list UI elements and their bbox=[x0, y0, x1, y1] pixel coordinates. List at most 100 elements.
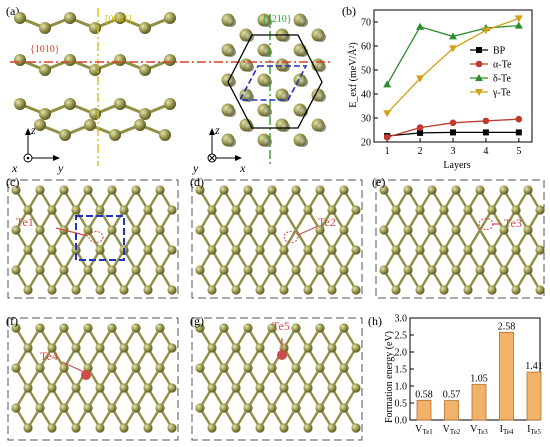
te-atom bbox=[59, 185, 69, 195]
te-atom bbox=[255, 285, 265, 295]
te-atom bbox=[339, 323, 349, 333]
te-atom bbox=[231, 343, 241, 353]
lattice-panel-f: Te4 bbox=[7, 317, 179, 441]
lattice-frame bbox=[7, 179, 179, 299]
te-atom bbox=[195, 403, 205, 413]
te-atom-back bbox=[316, 32, 326, 42]
te-atom bbox=[303, 343, 313, 353]
defect-arrow bbox=[55, 227, 89, 237]
te-atom bbox=[267, 185, 277, 195]
te-atom bbox=[107, 363, 117, 373]
te-atom bbox=[59, 323, 69, 333]
te-atom bbox=[114, 12, 126, 24]
bar-value-label: 1.05 bbox=[470, 373, 488, 384]
te-atom bbox=[463, 285, 473, 295]
te-atom bbox=[119, 205, 129, 215]
y-tick-label: 0.5 bbox=[395, 399, 408, 410]
te-atom bbox=[255, 245, 265, 255]
direction-0001-label: [0001] bbox=[105, 14, 132, 25]
te-atom bbox=[139, 108, 151, 120]
te-atom bbox=[379, 265, 389, 275]
te-atom bbox=[219, 225, 229, 235]
te-atom-back bbox=[226, 107, 236, 117]
te-atom bbox=[231, 205, 241, 215]
te-atom bbox=[255, 423, 265, 433]
te-atom bbox=[487, 205, 497, 215]
te-atom bbox=[159, 129, 171, 141]
direction-1210-label: {1210} bbox=[262, 14, 292, 25]
te-atom bbox=[339, 225, 349, 235]
interstitial-atom bbox=[81, 370, 91, 380]
te-atom bbox=[351, 205, 361, 215]
vacancy-marker bbox=[283, 231, 299, 243]
te-atom bbox=[35, 403, 45, 413]
te-atom bbox=[131, 265, 141, 275]
category-label: VTe2 bbox=[443, 424, 461, 436]
data-point bbox=[514, 15, 523, 23]
te-atom bbox=[95, 343, 105, 353]
te-atom bbox=[243, 403, 253, 413]
data-point bbox=[449, 45, 457, 53]
te-atom-back bbox=[244, 32, 254, 42]
te-atom bbox=[107, 265, 117, 275]
lattice-frame bbox=[191, 179, 363, 299]
te-atom bbox=[95, 205, 105, 215]
y-tick-label: 50 bbox=[361, 66, 371, 77]
te-atom bbox=[167, 423, 177, 433]
lattice-frame bbox=[7, 317, 179, 441]
x-tick-label: 5 bbox=[516, 146, 521, 157]
te-atom bbox=[89, 108, 101, 120]
category-label: ITe4 bbox=[500, 424, 514, 436]
te-atom bbox=[475, 265, 485, 275]
te-atom bbox=[14, 12, 26, 24]
legend-label: δ-Te bbox=[493, 74, 511, 85]
te-atom bbox=[463, 205, 473, 215]
te-atom bbox=[267, 323, 277, 333]
te-atom bbox=[487, 285, 497, 295]
vacancy-marker bbox=[88, 231, 104, 243]
te-atom bbox=[59, 363, 69, 373]
te-atom bbox=[164, 98, 176, 110]
te-atom bbox=[243, 265, 253, 275]
y-tick-label: 0.0 bbox=[395, 416, 408, 427]
te-atom bbox=[47, 343, 57, 353]
te-atom bbox=[303, 205, 313, 215]
legend-marker bbox=[475, 60, 483, 68]
te-atom bbox=[23, 285, 33, 295]
te-atom bbox=[155, 363, 165, 373]
te-atom-back bbox=[280, 32, 290, 42]
te-atom bbox=[391, 245, 401, 255]
panel-a: (a) [0001] {1010} {1210} z x y bbox=[6, 4, 330, 175]
te-atom bbox=[327, 205, 337, 215]
data-point bbox=[383, 133, 391, 141]
te-atom bbox=[83, 225, 93, 235]
axes-right: z y x bbox=[192, 123, 246, 175]
te-atom bbox=[291, 185, 301, 195]
te-atom bbox=[403, 185, 413, 195]
y-tick-label: 20 bbox=[361, 138, 371, 149]
te-atom bbox=[219, 323, 229, 333]
te-atom-back bbox=[262, 107, 272, 117]
y-tick-label: 3.0 bbox=[395, 314, 408, 325]
te-atom bbox=[303, 285, 313, 295]
te-atom bbox=[89, 22, 101, 34]
te-atom bbox=[83, 323, 93, 333]
te-atom bbox=[155, 265, 165, 275]
chart-h-ylabel: Formation energy (eV) bbox=[384, 331, 395, 423]
te-atom bbox=[523, 225, 533, 235]
te-atom bbox=[327, 383, 337, 393]
panel-label-f: (f) bbox=[6, 314, 18, 328]
te-atom bbox=[475, 185, 485, 195]
bar-value-label: 0.57 bbox=[443, 390, 461, 401]
te-atom bbox=[114, 54, 126, 66]
te-atom bbox=[415, 205, 425, 215]
te-atom bbox=[71, 343, 81, 353]
te-atom bbox=[451, 185, 461, 195]
te-atom bbox=[351, 383, 361, 393]
te-atom-back bbox=[316, 92, 326, 102]
te-atom bbox=[255, 383, 265, 393]
bar bbox=[526, 371, 542, 421]
defect-label: Te2 bbox=[318, 215, 336, 229]
te-atom-back bbox=[316, 62, 326, 72]
